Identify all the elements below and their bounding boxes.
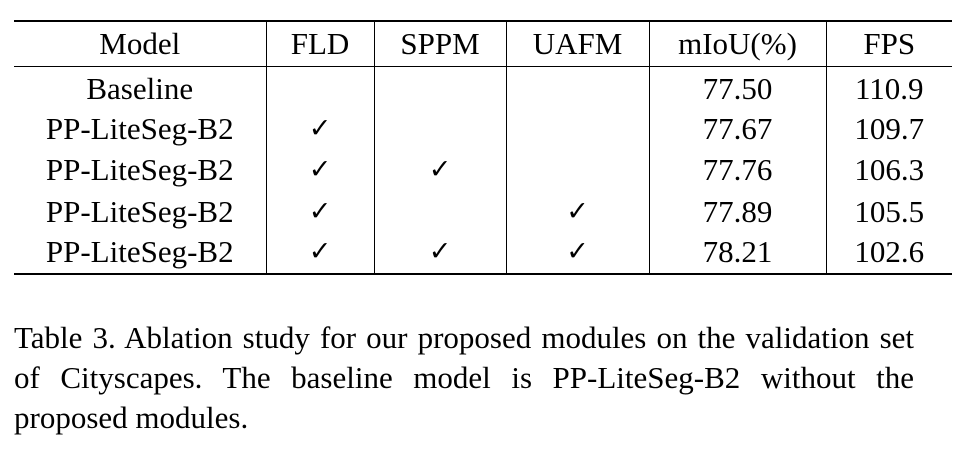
cell-model: PP-LiteSeg-B2	[14, 190, 267, 232]
cell-uafm-check: ✓	[506, 190, 650, 232]
cell-miou: 77.67	[649, 107, 827, 149]
cell-model: PP-LiteSeg-B2	[14, 232, 267, 275]
cell-miou: 77.76	[649, 149, 827, 191]
header-miou: mIoU(%)	[649, 20, 827, 67]
cell-fld-check	[266, 66, 375, 108]
table-row: Baseline 77.50 110.9	[14, 66, 952, 108]
cell-uafm-check: ✓	[506, 232, 650, 275]
cell-fps: 105.5	[854, 193, 925, 229]
table-row: PP-LiteSeg-B2 ✓ 77.67 109.7	[14, 107, 952, 149]
cell-sppm-check: ✓	[374, 149, 507, 191]
cell-fps: 109.7	[854, 110, 925, 146]
table-row: PP-LiteSeg-B2 ✓ ✓ 77.76 106.3	[14, 149, 952, 191]
header-sppm: SPPM	[374, 20, 507, 67]
table-header-row: Model FLD SPPM UAFM mIoU(%) FPS	[14, 20, 952, 67]
cell-sppm-check	[374, 66, 507, 108]
header-model: Model	[14, 20, 267, 67]
cell-sppm-check: ✓	[374, 232, 507, 275]
cell-fps: 106.3	[854, 152, 925, 188]
table-caption: Table 3. Ablation study for our proposed…	[14, 320, 914, 435]
cell-miou: 78.21	[649, 232, 827, 275]
table-row: PP-LiteSeg-B2 ✓ ✓ ✓ 78.21 102.6	[14, 232, 952, 275]
ablation-table: Model FLD SPPM UAFM mIoU(%) FPS Baseline…	[14, 20, 952, 275]
cell-uafm-check	[506, 66, 650, 108]
cell-model: PP-LiteSeg-B2	[14, 149, 267, 191]
cell-model: PP-LiteSeg-B2	[14, 107, 267, 149]
table-row: PP-LiteSeg-B2 ✓ ✓ 77.89 105.5	[14, 190, 952, 232]
cell-uafm-check	[506, 149, 650, 191]
cell-fld-check: ✓	[266, 107, 375, 149]
cell-fld-check: ✓	[266, 232, 375, 275]
cell-miou: 77.89	[649, 190, 827, 232]
cell-miou: 77.50	[649, 66, 827, 108]
cell-fps: 102.6	[826, 232, 952, 275]
cell-fld-check: ✓	[266, 149, 375, 191]
cell-fps: 110.9	[854, 70, 924, 106]
cell-sppm-check	[374, 107, 507, 149]
header-fps: FPS	[826, 20, 952, 67]
header-uafm: UAFM	[506, 20, 650, 67]
cell-model: Baseline	[14, 66, 267, 108]
cell-sppm-check	[374, 190, 507, 232]
header-fld: FLD	[266, 20, 375, 67]
cell-fld-check: ✓	[266, 190, 375, 232]
cell-uafm-check	[506, 107, 650, 149]
